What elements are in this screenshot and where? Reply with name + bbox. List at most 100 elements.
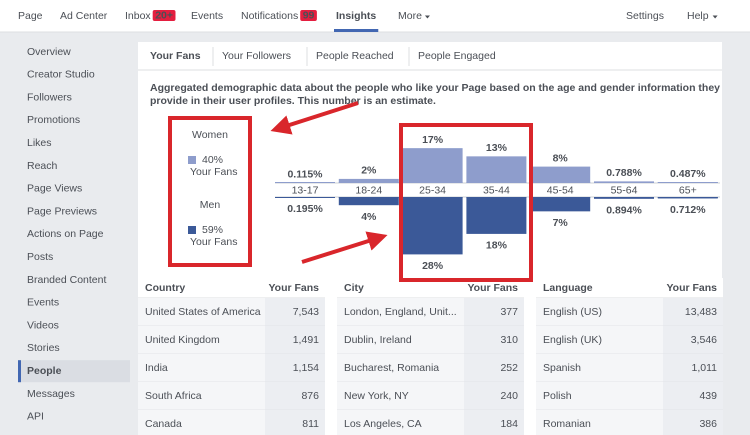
legend-share: 40% (202, 154, 223, 166)
sidebar-item[interactable]: Followers (27, 91, 72, 103)
sidebar-item[interactable]: Page Previews (27, 205, 97, 217)
nav-selected-underline (334, 29, 379, 32)
nav-item[interactable]: Inbox (125, 10, 151, 22)
sidebar-item[interactable]: Page Views (27, 183, 82, 195)
table-cell: 13,483 (685, 306, 717, 318)
table-value-cell (663, 298, 723, 326)
age-label: 35-44 (483, 184, 510, 196)
value-label: 0.894% (606, 205, 642, 217)
top-nav (0, 0, 750, 32)
table-cell: Polish (543, 390, 572, 402)
table-cell: 377 (500, 306, 518, 318)
sidebar-item[interactable]: Videos (27, 319, 59, 331)
table-header-cell: City (344, 282, 364, 294)
sidebar-item[interactable]: Creator Studio (27, 69, 95, 81)
age-label: 13-17 (292, 184, 319, 196)
table-header (536, 278, 723, 298)
table-value-cell (464, 298, 524, 326)
sidebar-selected-bar (18, 360, 21, 383)
sidebar-item[interactable]: Posts (27, 251, 53, 263)
table-cell: 3,546 (691, 334, 717, 346)
sidebar-item[interactable]: People (27, 365, 62, 377)
sidebar-item[interactable]: Messages (27, 388, 75, 400)
nav-item[interactable]: Help (687, 10, 709, 22)
table-cell: Canada (145, 418, 182, 430)
table-cell: London, England, Unit... (344, 306, 457, 318)
value-label: 2% (361, 165, 377, 177)
value-label: 18% (486, 240, 508, 252)
tab[interactable]: Your Fans (150, 50, 201, 62)
value-label: 13% (486, 142, 508, 154)
nav-item[interactable]: Events (191, 10, 223, 22)
table-cell: 439 (699, 390, 717, 402)
description: provide in their user profiles. This num… (150, 95, 436, 107)
tab[interactable]: People Engaged (418, 50, 496, 62)
table-value-cell (663, 354, 723, 382)
table-value-cell (464, 410, 524, 435)
table-cell: Dublin, Ireland (344, 334, 412, 346)
table-value-cell (663, 326, 723, 354)
table-value-cell (265, 354, 325, 382)
age-label: 45-54 (547, 184, 574, 196)
nav-item[interactable]: More (398, 10, 422, 22)
women-bar (338, 178, 399, 183)
women-bar (466, 156, 527, 183)
tab[interactable]: Your Followers (222, 50, 291, 62)
nav-item[interactable]: Insights (336, 10, 376, 22)
legend-swatch (188, 226, 196, 234)
description: Aggregated demographic data about the pe… (150, 82, 720, 94)
dropdown-caret (712, 15, 718, 19)
women-bar (530, 166, 591, 183)
table-value-cell (265, 382, 325, 410)
sidebar-item[interactable]: Likes (27, 137, 52, 149)
table-value-cell (265, 298, 325, 326)
legend-share: 59% (202, 224, 223, 236)
table-cell: 240 (500, 390, 518, 402)
value-label: 0.788% (606, 167, 642, 179)
sidebar-item[interactable]: Branded Content (27, 274, 106, 286)
table-cell: English (UK) (543, 334, 602, 346)
table-cell: 1,011 (692, 362, 718, 374)
nav-item[interactable]: Settings (626, 10, 664, 22)
table-header-cell: Language (543, 282, 593, 294)
table-cell: India (145, 362, 168, 374)
age-label: 18-24 (355, 184, 382, 196)
men-bar (338, 197, 399, 206)
table-value-cell (663, 410, 723, 435)
nav-item[interactable]: Ad Center (60, 10, 108, 22)
table-cell: 1,491 (293, 334, 319, 346)
sidebar-item[interactable]: API (27, 411, 44, 423)
table-value-cell (265, 326, 325, 354)
nav-item[interactable]: Page (18, 10, 43, 22)
table-cell: Los Angeles, CA (344, 418, 422, 430)
table-cell: New York, NY (344, 390, 409, 402)
table-value-cell (464, 354, 524, 382)
badge (152, 10, 176, 21)
legend-title: Women (192, 129, 228, 141)
legend-swatch (188, 156, 196, 164)
table-value-cell (464, 326, 524, 354)
sidebar-item[interactable]: Promotions (27, 114, 80, 126)
sidebar-item[interactable]: Overview (27, 46, 71, 58)
sidebar-item[interactable]: Stories (27, 342, 60, 354)
age-label: 25-34 (419, 184, 446, 196)
table-cell: South Africa (145, 390, 202, 402)
table-value-cell (265, 410, 325, 435)
nav-item[interactable]: Notifications (241, 10, 298, 22)
sidebar-item[interactable]: Events (27, 297, 59, 309)
badge (300, 10, 317, 21)
sidebar-item[interactable]: Actions on Page (27, 228, 104, 240)
table-cell: English (US) (543, 306, 602, 318)
table-cell: 7,543 (293, 306, 319, 318)
table-cell: 310 (500, 334, 518, 346)
value-label: 4% (361, 211, 377, 223)
table-header-cell: Country (145, 282, 185, 294)
tab[interactable]: People Reached (316, 50, 394, 62)
sidebar-item[interactable]: Reach (27, 160, 58, 172)
age-label: 55-64 (611, 184, 638, 196)
value-label: 0.195% (287, 203, 323, 215)
value-label: 28% (422, 260, 444, 272)
highlight-box (168, 116, 252, 267)
arrow (301, 231, 388, 264)
sidebar-selected (18, 360, 130, 383)
